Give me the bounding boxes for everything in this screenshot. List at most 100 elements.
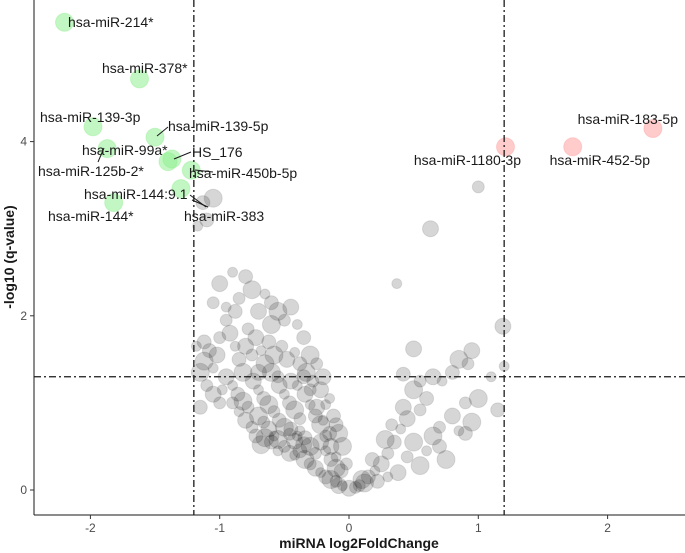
data-point [381, 446, 395, 460]
data-point [248, 428, 264, 444]
y-tick-label: 0 [20, 483, 27, 497]
data-point [256, 391, 272, 406]
point-label: hsa-miR-452-5p [550, 152, 651, 168]
data-point [245, 348, 259, 362]
data-point [369, 473, 385, 489]
data-point [328, 417, 344, 433]
leader-line [173, 151, 192, 160]
data-point [291, 380, 303, 391]
data-point [233, 391, 253, 411]
data-point [349, 480, 362, 494]
data-point [326, 408, 341, 424]
data-point [339, 457, 353, 471]
leader-line [191, 199, 209, 208]
data-point [274, 417, 294, 437]
data-point [295, 436, 313, 454]
data-point [289, 449, 301, 461]
data-point [303, 383, 317, 397]
data-point [261, 334, 277, 350]
data-point [333, 463, 349, 479]
data-point [398, 410, 416, 428]
leader-line [156, 126, 169, 137]
data-point [277, 439, 291, 453]
data-point [471, 180, 485, 194]
data-point [268, 301, 288, 321]
data-point [389, 464, 407, 482]
data-point [300, 436, 320, 456]
data-point [323, 452, 339, 467]
data-point [263, 295, 279, 311]
highlighted-point [97, 139, 117, 159]
data-point [207, 362, 219, 374]
data-point [333, 436, 352, 456]
data-point [203, 188, 223, 208]
data-point [291, 319, 303, 330]
y-tick-label: 2 [20, 309, 27, 323]
data-point [310, 357, 324, 371]
data-point [432, 438, 447, 454]
data-point [391, 278, 403, 290]
x-tick-label: 0 [346, 521, 353, 535]
data-point [271, 412, 287, 428]
data-point [227, 380, 239, 391]
x-tick-label: 2 [604, 521, 611, 535]
point-label: hsa-miR-1180-3p [414, 152, 521, 168]
point-label: hsa-miR-144* [48, 208, 134, 224]
data-point [355, 473, 374, 493]
data-point [318, 469, 334, 485]
x-tick-label: 1 [475, 521, 482, 535]
data-point [233, 406, 245, 418]
data-point [461, 357, 475, 371]
data-point [315, 467, 327, 479]
data-point [220, 301, 232, 313]
highlighted-point [130, 69, 149, 89]
data-point [312, 433, 330, 451]
point-label: hsa-miR-99a* [82, 142, 168, 158]
data-point [330, 451, 342, 463]
data-point [277, 313, 291, 327]
data-point [255, 345, 267, 357]
data-point [449, 349, 469, 369]
data-point [250, 302, 267, 320]
data-point [360, 469, 376, 485]
highlighted-point [83, 117, 103, 137]
data-point [364, 452, 380, 467]
data-point [423, 426, 443, 446]
data-point [242, 280, 262, 300]
axes [33, 0, 685, 516]
data-point [413, 403, 427, 417]
point-label: hsa-miR-450b-5p [189, 165, 297, 181]
highlighted-point [55, 12, 74, 32]
data-point [199, 212, 215, 228]
data-point [422, 220, 439, 238]
data-point [369, 465, 381, 477]
data-point [311, 415, 331, 435]
data-point [216, 384, 228, 396]
data-point [372, 455, 390, 473]
data-point [219, 313, 233, 327]
data-point [221, 324, 239, 342]
highlighted-point [104, 193, 124, 213]
data-point [308, 398, 326, 416]
data-point [201, 343, 217, 359]
data-point [300, 345, 320, 365]
data-point [231, 351, 247, 367]
point-labels: hsa-miR-214* hsa-miR-378* hsa-miR-139-3p hs… [38, 14, 678, 224]
data-point [286, 432, 304, 450]
data-point [249, 406, 268, 426]
highlighted-point [496, 137, 515, 157]
data-point [192, 220, 204, 232]
data-point [208, 346, 226, 364]
y-tick-label: 4 [20, 135, 27, 149]
y-axis-title: -log10 (q-value) [1, 205, 17, 308]
highlighted-point [643, 119, 663, 138]
data-point [278, 350, 296, 368]
data-point [289, 346, 301, 358]
data-point [320, 399, 332, 411]
data-point [433, 420, 446, 434]
data-point [468, 389, 488, 408]
data-point [268, 430, 280, 442]
data-point [463, 342, 481, 360]
data-point [324, 393, 336, 404]
